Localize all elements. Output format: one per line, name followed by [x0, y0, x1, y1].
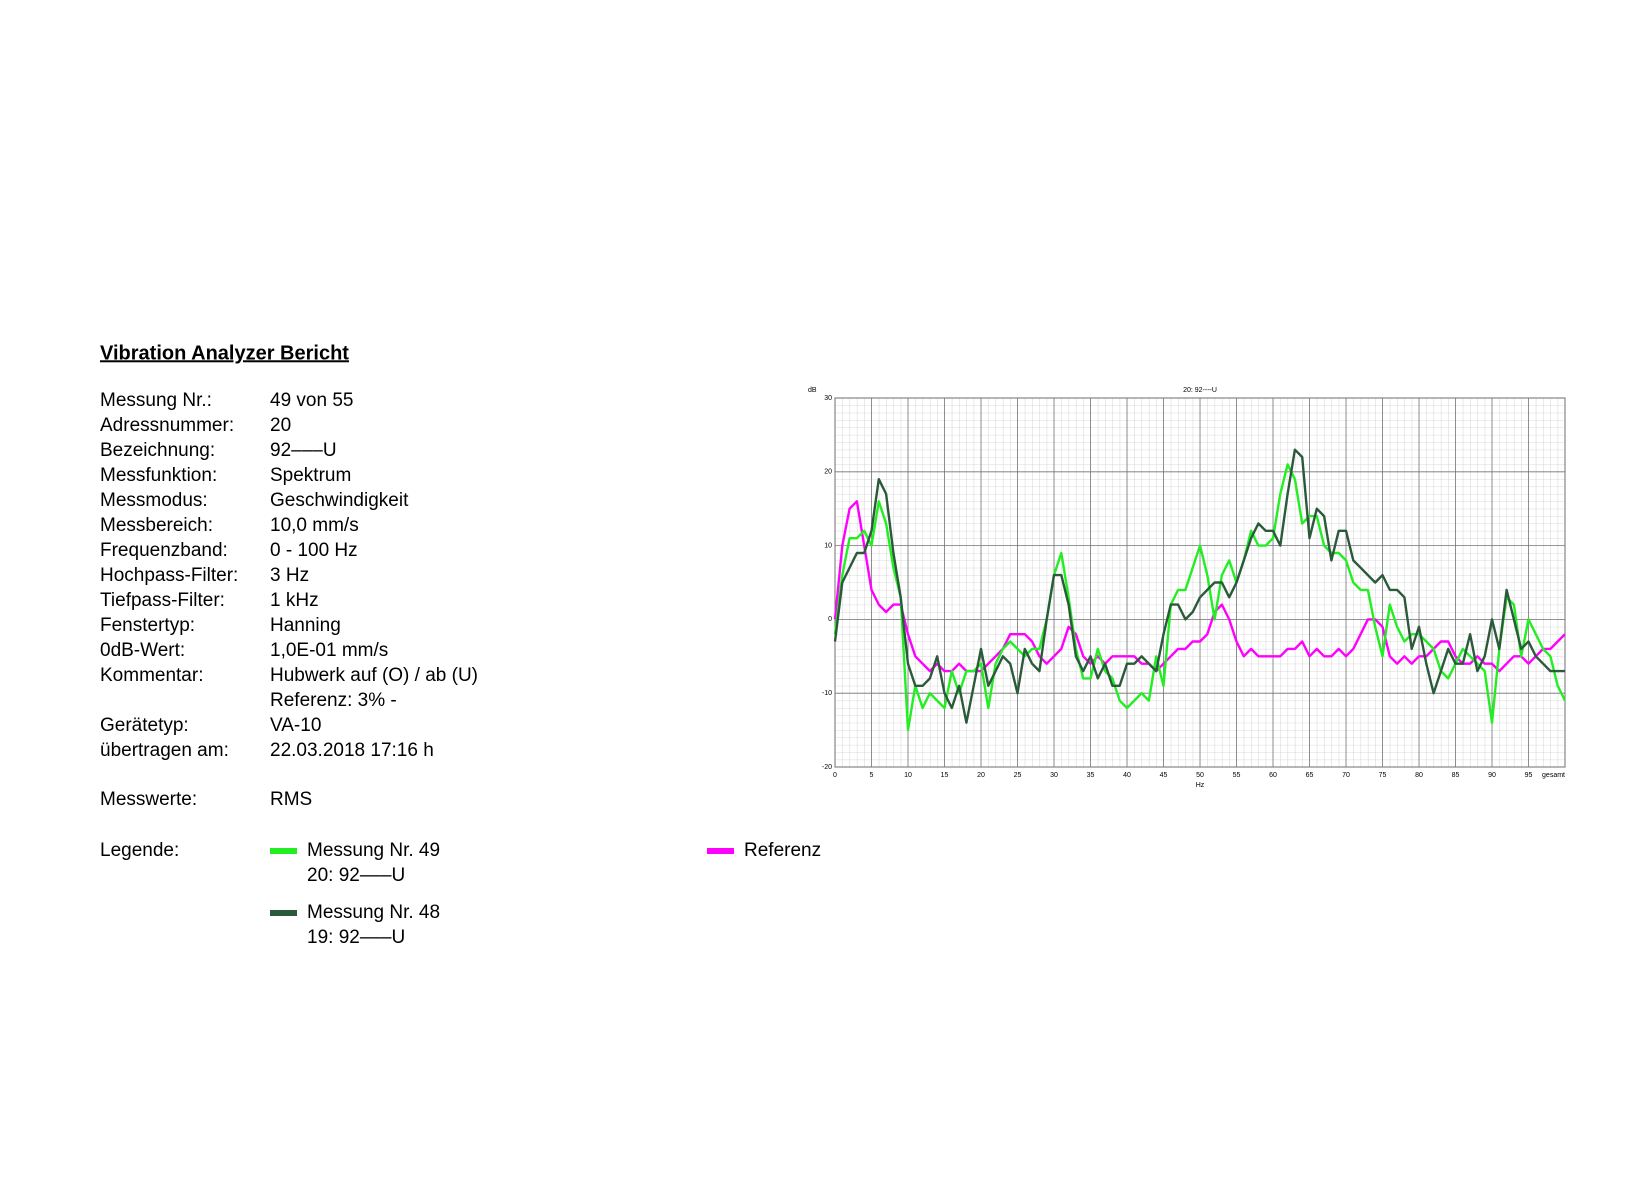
legend-entry: Messung Nr. 49 — [307, 840, 440, 861]
legend-swatch — [707, 848, 734, 854]
x-tick-label: 40 — [1123, 772, 1131, 779]
x-tick-label: 95 — [1525, 772, 1533, 779]
legend-entry: Referenz — [744, 840, 821, 861]
x-tick-label: 25 — [1014, 772, 1022, 779]
x-tick-label: 10 — [904, 772, 912, 779]
y-tick-label: -20 — [822, 764, 832, 771]
series-line — [833, 448, 1565, 724]
field-value: 3 Hz — [270, 565, 309, 586]
x-tick-label: 20 — [977, 772, 985, 779]
x-tick-label: 85 — [1452, 772, 1460, 779]
legend-label: Legende: — [100, 840, 179, 861]
legend-sublabel: 20: 92–––U — [307, 865, 405, 886]
field-value: 22.03.2018 17:16 h — [270, 740, 434, 761]
field-value: Geschwindigkeit — [270, 490, 409, 511]
field-label: Fenstertyp: — [100, 615, 195, 636]
field-label: Gerätetyp: — [100, 715, 189, 736]
x-tick-label: 65 — [1306, 772, 1314, 779]
y-tick-label: -10 — [822, 690, 832, 697]
field-label: Frequenzband: — [100, 540, 228, 561]
field-label: übertragen am: — [100, 740, 229, 761]
field-value: Hanning — [270, 615, 341, 636]
field-value: 92–––U — [270, 440, 337, 461]
field-value: Referenz: 3% - — [270, 690, 397, 711]
field-value: 1 kHz — [270, 590, 319, 611]
field-value: 20 — [270, 415, 291, 436]
y-tick-label: 10 — [824, 542, 832, 549]
field-label: Bezeichnung: — [100, 440, 215, 461]
field-label: Messung Nr.: — [100, 390, 212, 411]
field-value: Spektrum — [270, 465, 351, 486]
x-tick-label: 90 — [1488, 772, 1496, 779]
field-value: 49 von 55 — [270, 390, 353, 411]
field-label: Hochpass-Filter: — [100, 565, 238, 586]
y-axis-label: dB — [808, 387, 817, 394]
legend-sublabel: 19: 92–––U — [307, 927, 405, 948]
x-tick-label: 30 — [1050, 772, 1058, 779]
field-label: Messmodus: — [100, 490, 208, 511]
y-tick-label: 20 — [824, 469, 832, 476]
field-value: RMS — [270, 789, 312, 810]
legend-swatch — [270, 910, 297, 916]
series-line — [833, 500, 1566, 673]
x-tick-label: gesamt — [1542, 772, 1565, 779]
field-label: Adressnummer: — [100, 415, 234, 436]
x-tick-label: 15 — [941, 772, 949, 779]
series-line — [833, 463, 1567, 732]
x-tick-label: 35 — [1087, 772, 1095, 779]
x-tick-label: 70 — [1342, 772, 1350, 779]
x-tick-label: 45 — [1160, 772, 1168, 779]
chart-title: 20: 92----U — [1183, 387, 1217, 394]
field-label: Messwerte: — [100, 789, 197, 810]
x-tick-label: 60 — [1269, 772, 1277, 779]
field-label: Kommentar: — [100, 665, 203, 686]
field-label: Tiefpass-Filter: — [100, 590, 225, 611]
report-title: Vibration Analyzer Bericht — [100, 342, 349, 364]
field-label: Messfunktion: — [100, 465, 217, 486]
field-value: 0 - 100 Hz — [270, 540, 358, 561]
field-value: 1,0E-01 mm/s — [270, 640, 388, 661]
x-tick-label: 0 — [833, 772, 837, 779]
y-tick-label: 0 — [828, 616, 832, 623]
field-value: 10,0 mm/s — [270, 515, 359, 536]
legend-entry: Messung Nr. 48 — [307, 902, 440, 923]
x-tick-label: 55 — [1233, 772, 1241, 779]
legend-swatch — [270, 848, 297, 854]
field-value: VA-10 — [270, 715, 321, 736]
field-value: Hubwerk auf (O) / ab (U) — [270, 665, 478, 686]
x-tick-label: 75 — [1379, 772, 1387, 779]
field-label: Messbereich: — [100, 515, 213, 536]
x-axis-label: Hz — [1196, 782, 1205, 789]
x-tick-label: 80 — [1415, 772, 1423, 779]
field-label: 0dB-Wert: — [100, 640, 185, 661]
x-tick-label: 5 — [870, 772, 874, 779]
y-tick-label: 30 — [824, 395, 832, 402]
x-tick-label: 50 — [1196, 772, 1204, 779]
